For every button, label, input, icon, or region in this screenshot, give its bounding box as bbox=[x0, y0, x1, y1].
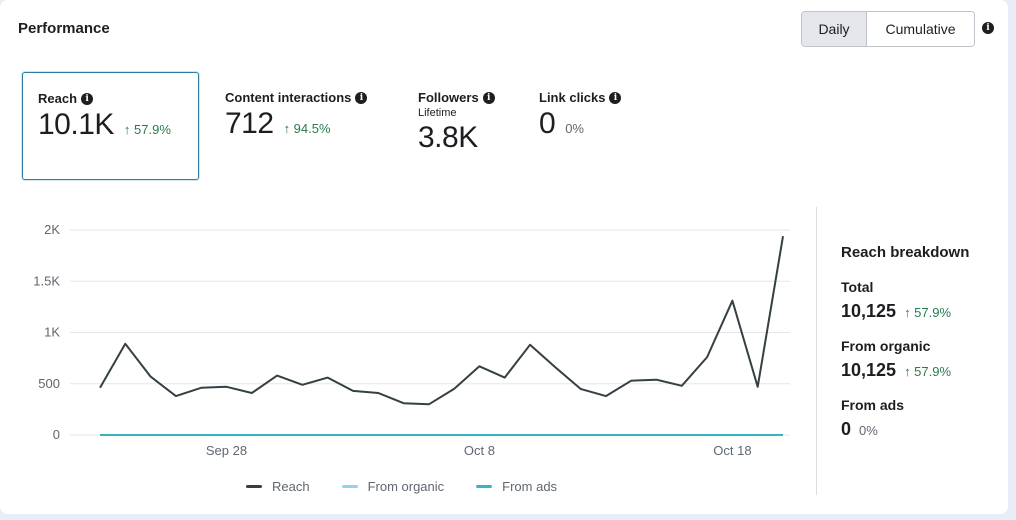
info-icon[interactable]: i bbox=[355, 91, 368, 104]
breakdown-title: Reach breakdown bbox=[841, 244, 970, 261]
metric-content-interactions-label: Content interactions bbox=[225, 90, 352, 105]
metric-followers-label: Followers bbox=[418, 90, 479, 105]
breakdown-total-value: 10,125 bbox=[841, 301, 897, 321]
legend-item-reach[interactable]: Reach bbox=[246, 479, 310, 494]
breakdown-organic-value: 10,125 bbox=[841, 360, 897, 380]
chart-legend: Reach From organic From ads bbox=[246, 479, 557, 494]
legend-swatch-reach bbox=[246, 485, 262, 488]
cumulative-button[interactable]: Cumulative bbox=[867, 12, 974, 46]
breakdown-ads-value: 0 bbox=[841, 419, 852, 439]
metric-followers-sublabel: Lifetime bbox=[418, 107, 457, 119]
metric-link-clicks-label: Link clicks bbox=[539, 90, 606, 105]
x-tick-label: Sep 28 bbox=[206, 443, 247, 458]
legend-label: Reach bbox=[272, 479, 310, 494]
view-toggle: Daily Cumulative bbox=[801, 11, 975, 47]
legend-label: From organic bbox=[367, 479, 445, 494]
legend-item-organic[interactable]: From organic bbox=[341, 479, 445, 494]
page-title: Performance bbox=[18, 20, 110, 37]
reach-chart: 0 500 1K 1.5K 2K Sep 28 Oct 8 Oct 18 bbox=[33, 222, 790, 458]
metric-reach-value: 10.1K bbox=[38, 108, 114, 141]
y-tick-label: 0 bbox=[53, 427, 60, 442]
legend-label: From ads bbox=[502, 479, 558, 494]
metric-link-clicks[interactable]: Link clicks i 0 0% bbox=[539, 90, 622, 141]
reach-breakdown: Reach breakdown Total 10,125 ↑ 57.9% Fro… bbox=[841, 244, 1001, 456]
divider bbox=[816, 207, 817, 495]
metric-link-clicks-value: 0 bbox=[539, 107, 556, 140]
y-tick-label: 1K bbox=[44, 325, 60, 340]
metric-content-interactions-change: ↑ 94.5% bbox=[283, 121, 331, 136]
breakdown-organic-change: ↑ 57.9% bbox=[904, 364, 952, 379]
y-tick-label: 500 bbox=[38, 376, 60, 391]
y-tick-label: 2K bbox=[44, 222, 60, 237]
metric-content-interactions-value: 712 bbox=[225, 107, 274, 140]
metric-link-clicks-change: 0% bbox=[565, 121, 584, 136]
breakdown-organic-label: From organic bbox=[841, 338, 931, 354]
legend-swatch-organic bbox=[341, 485, 358, 488]
metric-followers[interactable]: Followers i Lifetime 3.8K bbox=[418, 90, 495, 155]
info-icon[interactable]: i bbox=[982, 22, 994, 34]
info-icon[interactable]: i bbox=[609, 91, 622, 104]
info-icon[interactable]: i bbox=[482, 91, 495, 104]
daily-button[interactable]: Daily bbox=[802, 12, 867, 46]
metric-reach-label: Reach bbox=[38, 91, 78, 106]
metric-content-interactions[interactable]: Content interactions i 712 ↑ 94.5% bbox=[225, 90, 368, 141]
breakdown-total-change: ↑ 57.9% bbox=[904, 305, 952, 320]
breakdown-ads-change: 0% bbox=[859, 423, 878, 438]
legend-item-ads[interactable]: From ads bbox=[476, 479, 557, 494]
metric-followers-value: 3.8K bbox=[418, 121, 478, 154]
series-line-reach bbox=[99, 236, 784, 406]
breakdown-ads-label: From ads bbox=[841, 397, 905, 413]
y-tick-label: 1.5K bbox=[33, 273, 60, 288]
x-tick-label: Oct 8 bbox=[464, 443, 495, 458]
x-tick-label: Oct 18 bbox=[713, 443, 751, 458]
breakdown-total-label: Total bbox=[841, 279, 874, 295]
metric-reach-change: ↑ 57.9% bbox=[123, 122, 171, 137]
info-icon[interactable]: i bbox=[81, 92, 94, 105]
metric-reach[interactable]: Reach i 10.1K ↑ 57.9% bbox=[22, 72, 199, 180]
legend-swatch-ads bbox=[476, 485, 493, 488]
